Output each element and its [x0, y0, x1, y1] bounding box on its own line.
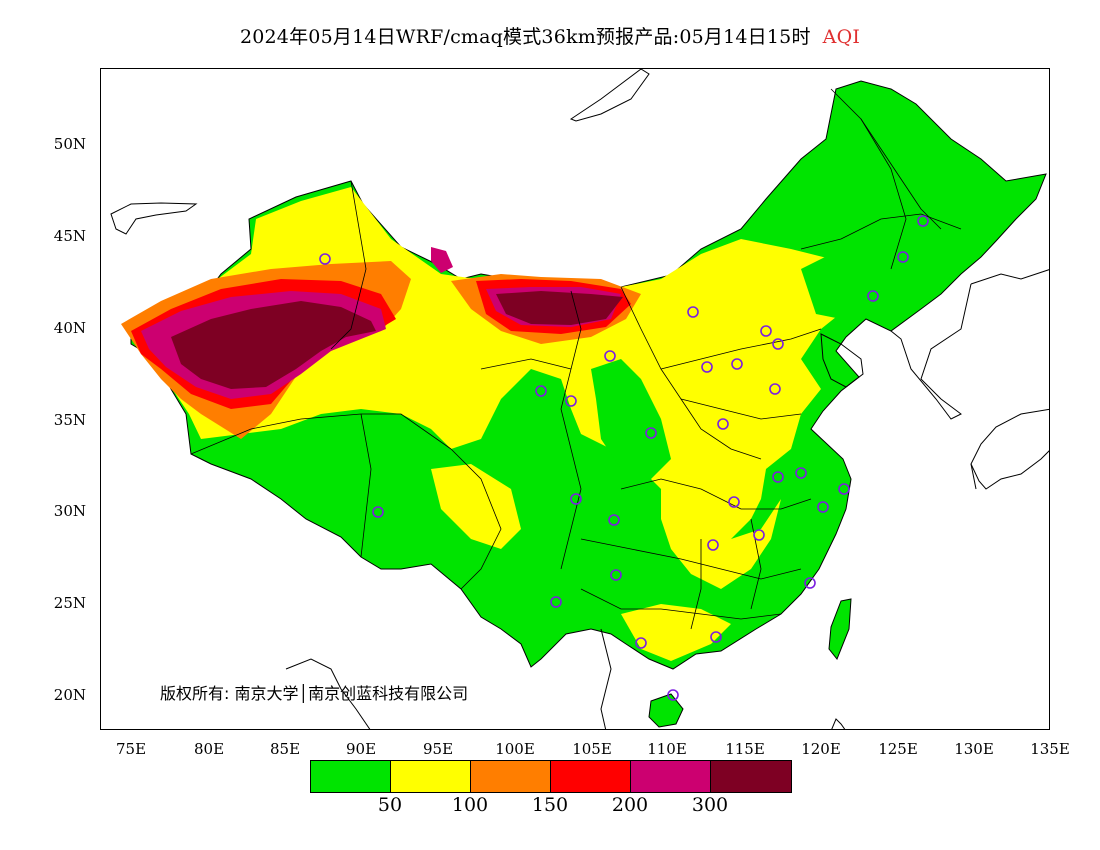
station-marker [570, 493, 582, 505]
station-marker [710, 631, 722, 643]
hainan-island [648, 693, 684, 728]
station-marker [772, 471, 784, 483]
lat-label: 35N [53, 411, 86, 429]
station-marker [817, 501, 829, 513]
lat-label: 20N [53, 686, 86, 704]
legend-label: 150 [531, 794, 569, 816]
lat-label: 45N [53, 227, 86, 245]
lon-label: 85E [269, 740, 301, 758]
coastlines [110, 69, 1049, 729]
lon-label: 120E [801, 740, 841, 758]
station-marker [804, 577, 816, 589]
province-boundaries [190, 88, 962, 630]
legend-label: 200 [611, 794, 649, 816]
station-marker [610, 569, 622, 581]
lon-label: 105E [572, 740, 612, 758]
station-marker [535, 385, 547, 397]
station-marker [645, 427, 657, 439]
aqi-zone-yellow-guangdong [621, 604, 731, 661]
station-marker [635, 637, 647, 649]
lon-label: 135E [1030, 740, 1070, 758]
aqi-zone-green-central [591, 359, 671, 479]
lat-label: 40N [53, 319, 86, 337]
station-marker [707, 539, 719, 551]
lon-label: 125E [878, 740, 918, 758]
station-marker [319, 253, 331, 265]
map-title: 2024年05月14日WRF/cmaq模式36km预报产品:05月14日15时 A… [0, 22, 1100, 49]
lon-label: 75E [115, 740, 147, 758]
legend-label: 300 [691, 794, 729, 816]
aqi-zone-darkred [171, 301, 376, 389]
station-marker [550, 596, 562, 608]
lat-label: 25N [53, 594, 86, 612]
lon-label: 110E [647, 740, 687, 758]
lon-label: 100E [495, 740, 535, 758]
lon-label: 80E [193, 740, 225, 758]
legend-swatch [471, 761, 551, 792]
station-marker [753, 529, 765, 541]
aqi-zone-green-northeast [801, 239, 891, 319]
aqi-zone-purple-mongolia [431, 247, 453, 273]
lon-label: 115E [725, 740, 765, 758]
station-marker [795, 467, 807, 479]
station-marker [731, 358, 743, 370]
station-marker [917, 215, 929, 227]
map-frame [100, 68, 1050, 730]
station-marker [772, 338, 784, 350]
station-marker [867, 290, 879, 302]
station-markers [319, 215, 929, 701]
station-marker [838, 483, 850, 495]
station-marker [608, 514, 620, 526]
aqi-map [110, 69, 1049, 729]
aqi-zone-yellow-sichuan [431, 464, 521, 549]
aqi-legend [310, 760, 792, 793]
legend-label: 50 [377, 794, 403, 816]
legend-swatch [311, 761, 391, 792]
aqi-zone-green-east [781, 444, 846, 539]
legend-swatch [391, 761, 471, 792]
lat-label: 30N [53, 502, 86, 520]
lon-label: 90E [345, 740, 377, 758]
lon-label: 95E [422, 740, 454, 758]
station-marker [372, 506, 384, 518]
station-marker [897, 251, 909, 263]
legend-swatch [631, 761, 711, 792]
legend-swatch [551, 761, 631, 792]
legend-label: 100 [451, 794, 489, 816]
station-marker [728, 496, 740, 508]
station-marker [565, 395, 577, 407]
station-marker [701, 361, 713, 373]
station-marker [604, 350, 616, 362]
legend-swatch [711, 761, 791, 792]
lon-label: 130E [954, 740, 994, 758]
aqi-zone-yellow-south [661, 489, 781, 589]
title-text: 2024年05月14日WRF/cmaq模式36km预报产品:05月14日15时 [239, 26, 811, 48]
station-marker [760, 325, 772, 337]
title-aqi: AQI [822, 26, 861, 48]
aqi-zone-darkred-north [496, 291, 623, 325]
station-marker [717, 418, 729, 430]
station-marker [687, 306, 699, 318]
station-marker [769, 383, 781, 395]
lat-label: 50N [53, 135, 86, 153]
station-marker [667, 689, 679, 701]
taiwan-island [828, 598, 852, 660]
copyright-text: 版权所有: 南京大学│南京创蓝科技有限公司 [160, 684, 469, 703]
